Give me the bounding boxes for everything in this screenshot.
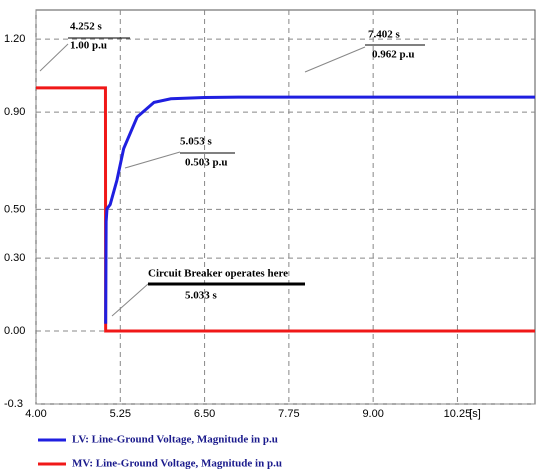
annotation: 0.962 p.u xyxy=(372,49,415,61)
x-tick-label: 5.25 xyxy=(110,408,131,420)
x-tick-label: 6.50 xyxy=(194,408,215,420)
annotation: 7.402 s xyxy=(368,29,401,41)
leader xyxy=(111,283,149,317)
plot-frame xyxy=(35,9,536,405)
annotation: 5.033 s xyxy=(185,290,218,302)
annotation: Circuit Breaker operates here xyxy=(148,268,288,280)
y-tick-label: 0.30 xyxy=(4,252,25,264)
y-tick-label: 0.90 xyxy=(4,106,25,118)
series-line xyxy=(104,95,535,324)
x-tick-label: 9.00 xyxy=(362,408,383,420)
annotations: 4.252 s 1.00 p.u 7.402 s 0.962 p.u 5.053 s 0.… xyxy=(39,21,425,317)
x-tick-label: 7.75 xyxy=(278,408,299,420)
annotation: 0.503 p.u xyxy=(185,157,228,169)
leader xyxy=(304,46,366,73)
x-axis-label: [s] xyxy=(469,408,481,420)
x-tick-label: 10.25 xyxy=(444,408,472,420)
leader xyxy=(124,151,181,169)
leader xyxy=(39,43,69,72)
y-tick-label: 0.00 xyxy=(4,325,25,337)
legend-label: LV: Line-Ground Voltage, Magnitude in p.… xyxy=(72,434,278,446)
annotation: 4.252 s xyxy=(70,21,103,33)
annotation: 5.053 s xyxy=(180,136,213,148)
annotation: 1.00 p.u xyxy=(70,40,107,52)
x-tick-label: 4.00 xyxy=(25,408,46,420)
legend-label: MV: Line-Ground Voltage, Magnitude in p.… xyxy=(72,458,282,470)
y-tick-label: 0.50 xyxy=(4,203,25,215)
series-line xyxy=(36,86,535,333)
y-tick-label: 1.20 xyxy=(4,33,25,45)
y-tick-label: -0.3 xyxy=(4,398,23,410)
